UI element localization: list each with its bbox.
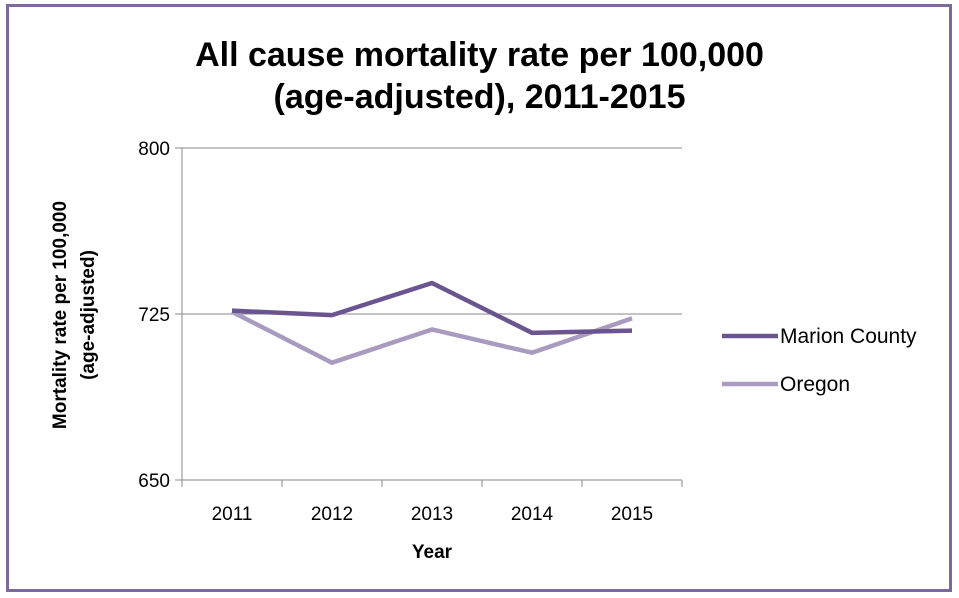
- chart-frame: [6, 4, 952, 592]
- y-axis-label: Mortality rate per 100,000 (age-adjusted…: [50, 201, 99, 429]
- x-tick-label: 2014: [511, 504, 554, 525]
- y-axis-label-line2: (age-adjusted): [78, 250, 99, 380]
- y-tick-label: 650: [138, 471, 170, 492]
- x-tick-labels: 2011 2012 2013 2014 2015: [212, 504, 654, 525]
- x-tick-label: 2011: [212, 504, 253, 525]
- chart-title-line1: All cause mortality rate per 100,000: [195, 36, 764, 74]
- gridlines: [182, 147, 682, 315]
- series-lines: [230, 280, 633, 365]
- x-tick-label: 2015: [611, 504, 653, 525]
- axes: [175, 147, 683, 487]
- legend-label: Oregon: [780, 373, 850, 396]
- y-tick-labels: 650 725 800: [138, 139, 170, 492]
- x-tick-label: 2013: [411, 504, 453, 525]
- x-axis-label: Year: [412, 542, 453, 563]
- x-tick-label: 2012: [311, 504, 353, 525]
- y-tick-label: 725: [138, 305, 170, 326]
- legend: Marion County Oregon: [722, 325, 917, 396]
- chart-title-line2: (age-adjusted), 2011-2015: [273, 78, 686, 116]
- y-tick-label: 800: [138, 139, 170, 160]
- legend-label: Marion County: [780, 325, 917, 348]
- y-axis-label-line1: Mortality rate per 100,000: [50, 201, 71, 429]
- series-line-oregon: [230, 309, 633, 365]
- series-line-marion-county: [231, 280, 633, 336]
